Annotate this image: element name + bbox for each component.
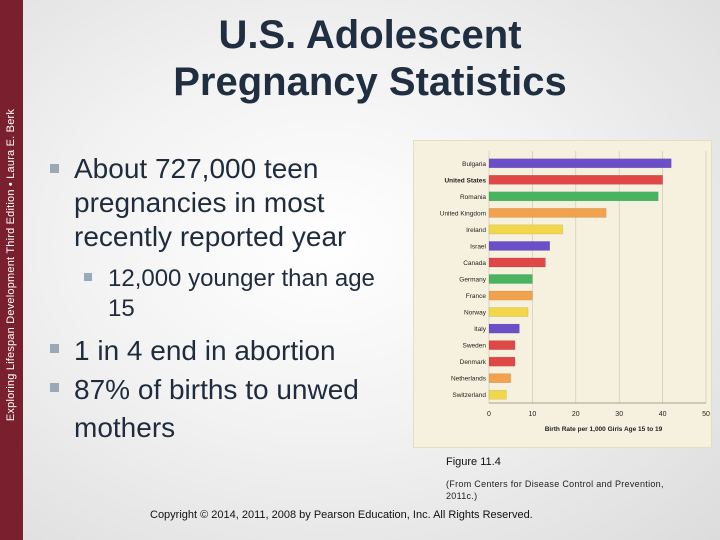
x-tick-label: 40	[659, 411, 667, 418]
bullet-text: About 727,000 teen pregnancies in most r…	[74, 153, 347, 252]
x-tick-label: 0	[487, 411, 491, 418]
sidebar-band: Exploring Lifespan Development Third Edi…	[0, 0, 23, 540]
birth-rate-bar-chart: Bulgaria United States Romania United Kingd…	[440, 151, 710, 433]
bar-netherlands	[488, 373, 511, 383]
bar-bulgaria	[488, 158, 672, 169]
category-label: Canada	[463, 260, 486, 267]
figure-caption: Figure 11.4	[446, 456, 501, 468]
category-label: Denmark	[460, 359, 487, 366]
bar-germany	[488, 274, 533, 284]
bullet-text: 12,000 younger than age 15	[108, 265, 375, 322]
category-label: United States	[444, 177, 486, 184]
bullet-text: 1 in 4 end in abortion	[74, 335, 336, 366]
category-label: Romania	[460, 194, 486, 201]
bar-sweden	[488, 340, 516, 350]
bar-ireland	[488, 224, 564, 235]
figure-credit: (From Centers for Disease Control and Pr…	[446, 479, 664, 501]
bar-france	[488, 290, 533, 301]
bar-italy	[488, 323, 520, 334]
x-axis-label: Birth Rate per 1,000 Girls Age 15 to 19	[545, 426, 663, 433]
bar-canada	[488, 257, 546, 268]
bullet-square-icon	[50, 383, 59, 392]
bullet-square-icon	[84, 273, 92, 281]
x-tick-label: 50	[702, 411, 710, 418]
bullet-square-icon	[50, 164, 59, 173]
bar-romania	[488, 191, 659, 202]
bar-united-states	[488, 175, 663, 185]
category-label: Italy	[474, 326, 487, 333]
sidebar-book-title: Exploring Lifespan Development Third Edi…	[5, 108, 17, 422]
category-label: United Kingdom	[440, 210, 486, 217]
bar-denmark	[488, 356, 516, 367]
category-label: Sweden	[463, 343, 487, 350]
bar-switzerland	[488, 389, 507, 400]
category-label: Ireland	[466, 227, 486, 234]
bullet-square-icon	[50, 344, 59, 353]
copyright-notice: Copyright © 2014, 2011, 2008 by Pearson …	[150, 509, 533, 521]
category-label: Switzerland	[452, 392, 486, 399]
bullet-item: About 727,000 teen pregnancies in most r…	[50, 152, 419, 254]
x-tick-label: 30	[615, 411, 623, 418]
x-tick-label: 20	[572, 411, 580, 418]
category-label: Israel	[470, 243, 486, 250]
category-label: Norway	[464, 310, 487, 317]
slide-title: U.S. Adolescent Pregnancy Statistics	[173, 13, 567, 104]
bar-united-kingdom	[488, 208, 607, 218]
bar-israel	[488, 241, 551, 251]
category-label: Bulgaria	[462, 161, 486, 168]
category-label: Netherlands	[451, 376, 487, 383]
x-tick-label: 10	[529, 411, 537, 418]
sub-bullet-item: 12,000 younger than age 15	[84, 264, 408, 324]
figure-panel: Bulgaria United States Romania United Kingd…	[413, 140, 712, 448]
bullet-item: 1 in 4 end in abortion	[50, 332, 419, 370]
category-label: Germany	[459, 277, 486, 284]
category-label: France	[466, 293, 487, 300]
bullet-text: 87% of births to unwed mothers	[74, 374, 359, 443]
bullet-item: 87% of births to unwed mothers	[50, 371, 419, 447]
bar-norway	[488, 307, 529, 317]
